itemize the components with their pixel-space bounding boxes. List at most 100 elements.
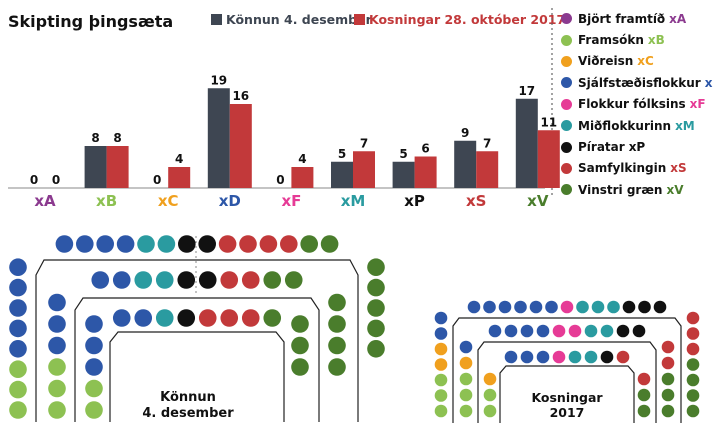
- seat-election-57: [661, 388, 675, 402]
- bar-value-label: 0: [153, 173, 161, 187]
- seat-poll-43: [241, 271, 260, 289]
- seat-poll-52: [367, 258, 385, 277]
- bar-value-label: 4: [175, 152, 183, 166]
- seat-poll-6: [9, 360, 27, 379]
- party-code: xP: [628, 140, 646, 155]
- seat-election-24: [514, 300, 527, 314]
- legend-item-xM: Miðflokkurinn xM: [558, 115, 713, 136]
- bar-xD-series-2: [229, 104, 252, 188]
- legend-item-xV: Vinstri græn xV: [558, 179, 713, 200]
- hemicycle-row-outline: [477, 341, 657, 423]
- seat-poll-4: [9, 380, 27, 399]
- seat-poll-33: [177, 309, 196, 327]
- party-dot-icon: [561, 141, 572, 153]
- seat-election-28: [545, 300, 558, 314]
- bar-xC-series-2: [168, 167, 191, 188]
- seat-poll-9: [9, 340, 27, 358]
- legend-item-xC: Viðreisn xC: [558, 51, 713, 72]
- seat-election-37: [584, 350, 598, 364]
- seat-election-60: [661, 404, 675, 418]
- seat-poll-32: [157, 235, 176, 253]
- seat-poll-5: [48, 379, 66, 398]
- seat-election-43: [638, 300, 651, 314]
- bar-value-label: 5: [338, 147, 346, 161]
- hemicycle-row-outline: [499, 365, 635, 423]
- seat-election-18: [467, 300, 481, 314]
- hemicycle-1-label-line1: Könnun: [160, 390, 216, 405]
- legend-item-xF: Flokkur fólksins xF: [558, 94, 713, 115]
- bar-value-label: 6: [421, 142, 429, 156]
- seat-election-1: [434, 404, 448, 418]
- seat-election-31: [560, 300, 574, 314]
- seat-poll-38: [198, 309, 217, 327]
- bar-xM-series-1: [331, 161, 353, 188]
- bar-xS-series-1: [454, 140, 477, 188]
- seat-poll-49: [263, 309, 282, 327]
- legend-swatch-series-2: [354, 14, 365, 25]
- seat-election-16: [504, 350, 518, 364]
- party-code: xB: [647, 33, 665, 48]
- seat-election-3: [483, 404, 497, 418]
- seat-election-59: [637, 404, 651, 418]
- seat-election-42: [600, 350, 614, 364]
- bar-value-label: 5: [399, 147, 407, 161]
- seat-election-36: [584, 324, 598, 338]
- seat-election-6: [434, 373, 448, 387]
- seat-poll-61: [291, 358, 309, 376]
- bar-value-label: 16: [232, 89, 249, 103]
- seat-poll-13: [9, 299, 27, 317]
- seat-poll-30: [155, 309, 174, 327]
- seat-election-56: [686, 373, 700, 387]
- category-label-xC: xC: [158, 192, 179, 210]
- seat-election-38: [607, 300, 620, 314]
- seat-election-58: [686, 389, 700, 402]
- seat-poll-28: [134, 271, 153, 289]
- seat-poll-58: [367, 299, 385, 317]
- bar-xV-series-1: [515, 98, 538, 188]
- seat-election-51: [661, 356, 675, 370]
- seat-election-50: [637, 372, 651, 386]
- party-name: Píratar: [578, 140, 625, 155]
- bar-xF-series-2: [291, 167, 314, 188]
- seat-election-39: [600, 324, 614, 338]
- party-dot-icon: [561, 98, 572, 110]
- seat-poll-35: [178, 235, 196, 253]
- seat-election-49: [686, 327, 700, 340]
- seat-election-55: [637, 388, 651, 402]
- bar-value-label: 19: [210, 73, 227, 87]
- seat-election-33: [568, 350, 582, 364]
- seat-election-41: [616, 324, 630, 338]
- seat-poll-23: [76, 235, 94, 253]
- seat-election-34: [576, 300, 589, 314]
- seat-poll-53: [328, 293, 346, 312]
- seat-election-13: [434, 327, 448, 340]
- hemicycle-2-label-line2: 2017: [550, 405, 585, 420]
- hemicycle-2-label-line1: Kosningar: [531, 390, 603, 405]
- seat-poll-55: [367, 278, 385, 297]
- party-name: Flokkur fólksins: [578, 97, 686, 112]
- bar-value-label: 0: [52, 173, 60, 187]
- seat-election-4: [434, 389, 448, 402]
- party-code: xD: [704, 75, 713, 90]
- seat-poll-59: [328, 336, 346, 355]
- seat-poll-42: [220, 309, 239, 327]
- bar-value-label: 8: [91, 131, 99, 145]
- seat-poll-56: [328, 315, 346, 333]
- party-name: Framsókn: [578, 33, 644, 48]
- seat-poll-62: [367, 340, 385, 358]
- seat-election-40: [622, 300, 636, 314]
- seat-poll-1: [9, 401, 27, 419]
- legend-item-xA: Björt framtíð xA: [558, 8, 713, 29]
- party-dot-icon: [561, 55, 572, 67]
- party-code: xF: [689, 97, 706, 112]
- party-dot-icon: [561, 162, 572, 174]
- hemicycle-row-outline: [452, 317, 682, 423]
- party-name: Björt framtíð: [578, 11, 666, 26]
- seat-election-9: [434, 358, 448, 371]
- bar-xS-series-2: [476, 151, 499, 188]
- seat-election-19: [483, 300, 496, 314]
- hemicycle-row-outline: [74, 297, 320, 422]
- bar-xP-series-2: [414, 156, 437, 188]
